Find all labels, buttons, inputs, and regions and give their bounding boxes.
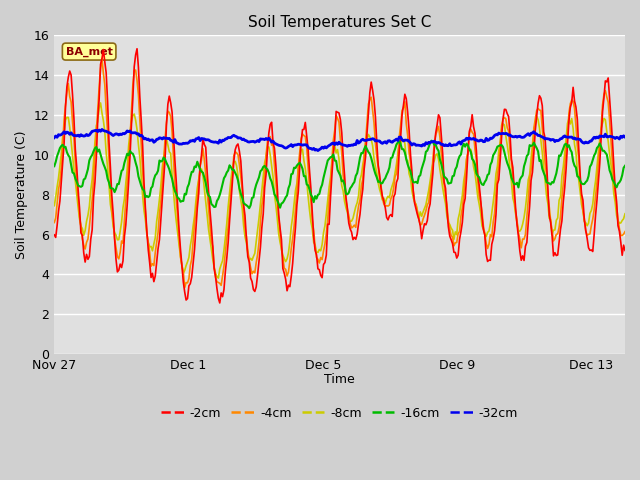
Text: BA_met: BA_met: [66, 47, 113, 57]
Y-axis label: Soil Temperature (C): Soil Temperature (C): [15, 131, 28, 259]
X-axis label: Time: Time: [324, 373, 355, 386]
Legend: -2cm, -4cm, -8cm, -16cm, -32cm: -2cm, -4cm, -8cm, -16cm, -32cm: [156, 402, 524, 425]
Title: Soil Temperatures Set C: Soil Temperatures Set C: [248, 15, 431, 30]
